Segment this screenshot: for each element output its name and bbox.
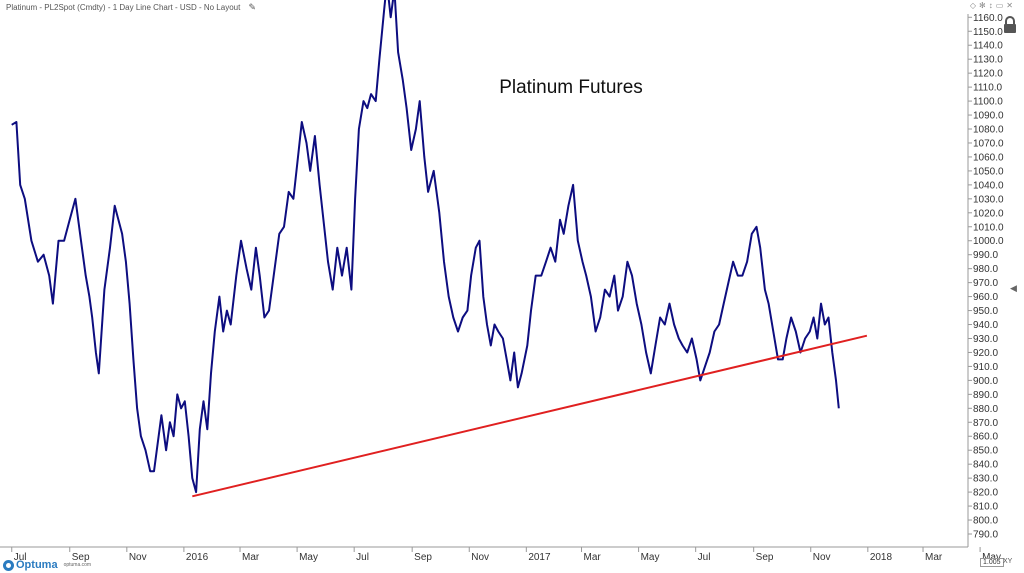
y-tick-label: 1080.0 — [973, 125, 1004, 136]
y-tick-label: 1120.0 — [973, 69, 1003, 80]
x-tick-label: Sep — [756, 552, 774, 563]
y-tick-label: 890.0 — [973, 390, 998, 401]
y-axis: 790.0 800.0 810.0 820.0 830.0 840.0 850.0 860.0… — [968, 13, 1004, 541]
x-tick-label: Jul — [356, 552, 369, 563]
zoom-readout[interactable]: 1.005 — [980, 558, 1004, 567]
y-tick-label: 790.0 — [973, 530, 998, 541]
y-tick-label: 830.0 — [973, 474, 998, 485]
y-tick-label: 880.0 — [973, 404, 998, 415]
y-tick-label: 1140.0 — [973, 41, 1003, 52]
x-tick-label: 2018 — [870, 552, 893, 563]
y-tick-label: 850.0 — [973, 446, 998, 457]
y-tick-label: 1090.0 — [973, 111, 1004, 122]
y-tick-label: 990.0 — [973, 250, 998, 261]
y-tick-label: 1130.0 — [973, 55, 1003, 66]
y-tick-label: 820.0 — [973, 488, 998, 499]
y-tick-label: 920.0 — [973, 348, 998, 359]
y-tick-label: 1050.0 — [973, 166, 1004, 177]
x-tick-label: Jul — [14, 552, 27, 563]
y-tick-label: 930.0 — [973, 334, 998, 345]
arrows-icon[interactable]: ↕ — [988, 1, 996, 10]
y-tick-label: 1040.0 — [973, 180, 1004, 191]
optuma-logo-icon — [3, 559, 14, 571]
x-tick-label: Mar — [925, 552, 943, 563]
y-tick-label: 810.0 — [973, 502, 998, 513]
y-tick-label: 1110.0 — [973, 83, 1003, 94]
logo-site: optuma.com — [63, 562, 92, 568]
x-tick-label: May — [982, 552, 1001, 563]
x-tick-label: May — [299, 552, 318, 563]
y-tick-label: 940.0 — [973, 320, 998, 331]
chart-header: Platinum - PL2Spot (Cmdty) - 1 Day Line … — [0, 0, 956, 14]
diamond-icon[interactable]: ◇ — [969, 1, 980, 10]
x-tick-label: 2017 — [528, 552, 551, 563]
x-tick-label: May — [641, 552, 660, 563]
y-tick-label: 800.0 — [973, 516, 998, 527]
pencil-icon[interactable]: ✎ — [248, 2, 257, 12]
x-tick-label: 2016 — [186, 552, 209, 563]
x-tick-label: Mar — [584, 552, 602, 563]
x-tick-label: Nov — [129, 552, 147, 563]
x-axis: Jul Sep Nov 2016 Mar May Jul Sep Nov 2017 Mar May Ju… — [11, 547, 1001, 563]
x-tick-label: Sep — [72, 552, 90, 563]
zoom-xy-toggle[interactable]: XY — [1003, 558, 1013, 565]
y-tick-label: 870.0 — [973, 418, 998, 429]
price-series-line — [11, 0, 840, 494]
optuma-logo: Optuma optuma.com — [3, 558, 91, 572]
y-tick-label: 1030.0 — [973, 194, 1004, 205]
x-tick-label: Nov — [813, 552, 831, 563]
y-tick-label: 1070.0 — [973, 138, 1004, 149]
y-tick-label: 860.0 — [973, 432, 998, 443]
x-tick-label: Mar — [242, 552, 260, 563]
chart-title: Platinum Futures — [499, 77, 643, 98]
y-tick-label: 1010.0 — [973, 222, 1004, 233]
logo-brand: Optuma — [16, 559, 58, 571]
y-tick-label: 1160.0 — [973, 13, 1003, 24]
y-tick-label: 1100.0 — [973, 97, 1003, 108]
lock-icon[interactable] — [1002, 16, 1018, 34]
y-tick-label: 1020.0 — [973, 208, 1004, 219]
expand-panel-icon[interactable]: ◀ — [1010, 283, 1017, 293]
close-icon[interactable]: ✕ — [1006, 1, 1016, 10]
y-tick-label: 970.0 — [973, 278, 998, 289]
x-tick-label: Jul — [698, 552, 711, 563]
x-tick-label: Nov — [471, 552, 489, 563]
y-tick-label: 980.0 — [973, 264, 998, 275]
y-tick-label: 910.0 — [973, 362, 998, 373]
pin-icon[interactable]: ✻ — [979, 1, 989, 10]
y-tick-label: 1000.0 — [973, 236, 1004, 247]
window-controls: ◇✻↕▭✕ — [970, 1, 1016, 10]
y-tick-label: 950.0 — [973, 306, 998, 317]
y-tick-label: 960.0 — [973, 292, 998, 303]
y-tick-label: 900.0 — [973, 376, 998, 387]
collapse-icon[interactable]: ▭ — [995, 1, 1007, 10]
y-tick-label: 1150.0 — [973, 27, 1003, 38]
y-tick-label: 840.0 — [973, 460, 998, 471]
chart-header-title: Platinum - PL2Spot (Cmdty) - 1 Day Line … — [6, 3, 241, 12]
y-tick-label: 1060.0 — [973, 152, 1004, 163]
trend-line — [192, 334, 868, 498]
x-tick-label: Sep — [414, 552, 432, 563]
